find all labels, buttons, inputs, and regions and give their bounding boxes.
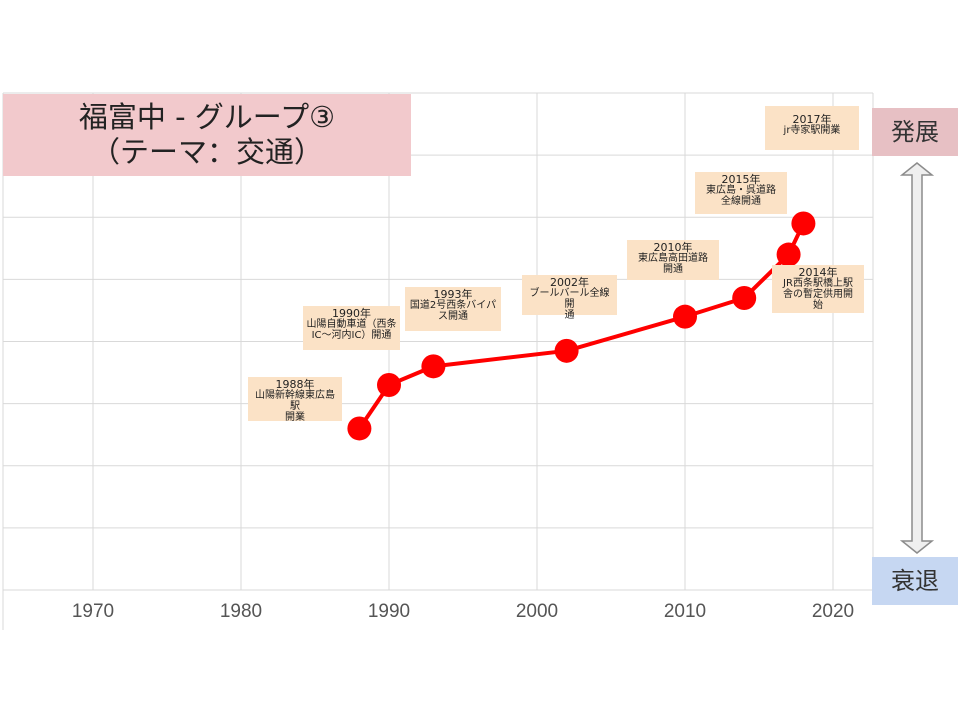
x-tick-label: 1990 — [368, 601, 410, 622]
annotation-1993-year: 1993年 — [433, 288, 473, 301]
data-point-2017 — [776, 242, 801, 267]
annotation-1988-year: 1988年 — [275, 378, 315, 391]
label-decline: 衰退 — [872, 557, 958, 605]
annotation-1988: 1988年 山陽新幹線東広島駅 開業 — [248, 377, 342, 423]
annotation-2014-line-2: 舎の暫定供用開 — [783, 289, 853, 300]
annotation-1990-year: 1990年 — [332, 307, 371, 320]
annotation-2002: 2002年 ブールバール全線開 通 — [522, 275, 617, 321]
annotation-2015-line-1: 東広島・呉道路 — [706, 185, 776, 196]
double-arrow-icon — [899, 162, 935, 554]
x-tick-label: 2010 — [664, 601, 706, 622]
chart-title: 福富中 - グループ③ （テーマ：交通） — [3, 94, 411, 176]
x-tick-label: 2000 — [516, 601, 558, 622]
data-point-2010 — [673, 304, 697, 329]
annotation-2014-line-1: JR西条駅橋上駅 — [783, 278, 853, 289]
data-point-1993 — [421, 354, 446, 379]
data-point-2002 — [554, 338, 579, 363]
x-tick-label: 1970 — [72, 601, 114, 622]
annotation-1988-line-1: 山陽新幹線東広島駅 — [255, 390, 335, 412]
annotation-1990-line-2: IC〜河内IC）開通 — [311, 330, 392, 341]
data-point-2014 — [732, 286, 757, 311]
annotation-2014-line-3: 始 — [813, 300, 823, 311]
annotation-2015-year: 2015年 — [721, 173, 761, 186]
annotation-2015: 2015年 東広島・呉道路 全線開通 — [695, 172, 787, 214]
annotation-1993: 1993年 国道2号西条バイパ ス開通 — [405, 287, 501, 331]
annotation-2014-year: 2014年 — [798, 266, 838, 279]
annotation-2017-line-1: jr寺家駅開業 — [783, 125, 841, 136]
annotation-1990-line-1: 山陽自動車道（西条 — [306, 319, 397, 330]
title-line-2: （テーマ：交通） — [90, 135, 323, 169]
label-development: 発展 — [872, 108, 958, 156]
data-point-1990 — [377, 372, 401, 397]
annotation-1990: 1990年 山陽自動車道（西条 IC〜河内IC）開通 — [303, 306, 400, 350]
annotation-2015-line-2: 全線開通 — [721, 196, 761, 207]
title-line-1: 福富中 - グループ③ — [78, 100, 336, 134]
x-tick-label: 1980 — [220, 601, 262, 622]
annotation-2010-year: 2010年 — [653, 241, 693, 254]
annotation-2014: 2014年 JR西条駅橋上駅 舎の暫定供用開 始 — [772, 265, 864, 313]
annotation-2017: 2017年 jr寺家駅開業 — [765, 106, 859, 150]
annotation-2002-line-2: 通 — [564, 310, 575, 321]
annotation-1993-line-1: 国道2号西条バイパ — [409, 300, 497, 311]
annotation-1988-line-2: 開業 — [285, 412, 305, 423]
x-tick-label: 2020 — [812, 601, 854, 622]
annotation-2010-line-1: 東広島高田道路 — [638, 253, 708, 264]
annotation-2002-line-1: ブールバール全線開 — [529, 288, 610, 310]
annotation-1993-line-2: ス開通 — [438, 311, 468, 322]
annotation-2010: 2010年 東広島高田道路 開通 — [627, 240, 719, 280]
data-point-1988 — [347, 416, 372, 441]
annotation-2017-year: 2017年 — [792, 113, 832, 126]
annotation-2002-year: 2002年 — [550, 276, 589, 289]
annotation-2010-line-2: 開通 — [663, 264, 683, 275]
data-point-2018 — [791, 211, 816, 236]
